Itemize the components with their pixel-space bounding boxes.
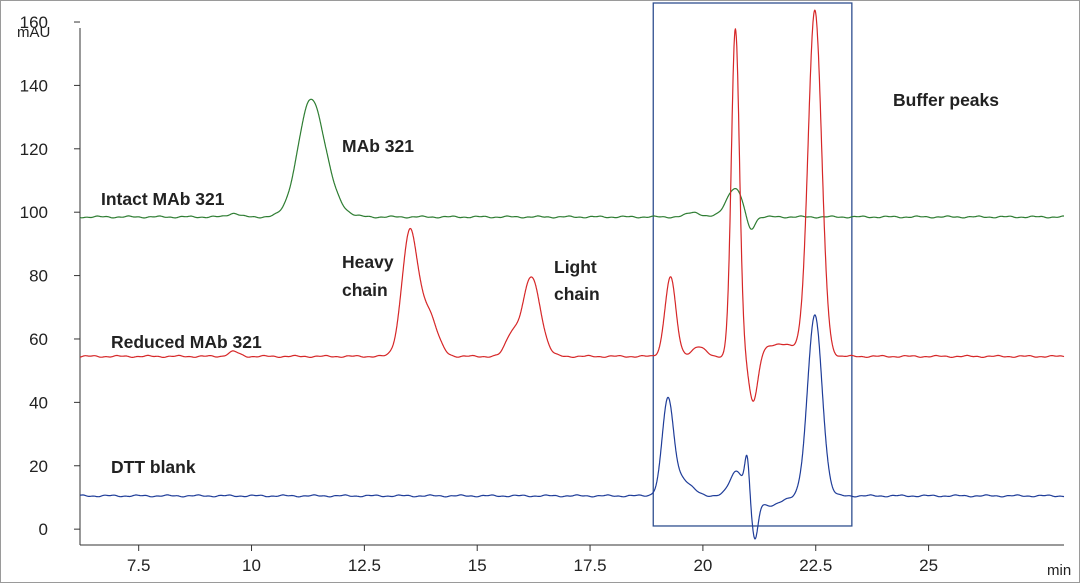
x-axis-unit-label: min	[1047, 562, 1071, 579]
x-tick-label: 22.5	[799, 556, 832, 575]
annotation-light: Light chain	[554, 257, 600, 304]
series-line-2	[79, 9, 1065, 402]
annotation-intact: Intact MAb 321	[101, 189, 225, 209]
annotation-line: Heavy	[342, 252, 394, 272]
series-layer	[79, 9, 1065, 540]
y-tick-label: 20	[29, 457, 48, 476]
annotation-line: chain	[342, 280, 388, 300]
annotation-line: chain	[554, 284, 600, 304]
y-tick-label: 60	[29, 330, 48, 349]
y-axis-ticks: 0 20 40 60 80 100 120 140 160	[20, 13, 80, 539]
x-tick-label: 17.5	[574, 556, 607, 575]
annotation-line: Buffer peaks	[893, 90, 999, 110]
series-line-1	[79, 98, 1065, 230]
x-axis-ticks: 7.5 10 12.5 15 17.5 20 22.5 25	[127, 545, 938, 575]
y-tick-label: 80	[29, 267, 48, 286]
y-tick-label: 0	[39, 520, 48, 539]
y-tick-label: 120	[20, 140, 48, 159]
y-tick-label: 160	[20, 13, 48, 32]
annotation-reduced: Reduced MAb 321	[111, 332, 262, 352]
annotation-layer: MAb 321 Intact MAb 321 Heavy chain Light chai…	[101, 90, 999, 477]
y-tick-label: 100	[20, 203, 48, 222]
x-tick-label: 10	[242, 556, 261, 575]
annotation-mab: MAb 321	[342, 136, 414, 156]
y-tick-label: 40	[29, 393, 48, 412]
series-line-3	[79, 314, 1065, 540]
annotation-heavy: Heavy chain	[342, 252, 394, 300]
annotation-line: Reduced MAb 321	[111, 332, 262, 352]
annotation-line: Intact MAb 321	[101, 189, 225, 209]
annotation-line: Light	[554, 257, 597, 277]
x-tick-label: 25	[919, 556, 938, 575]
buffer-peaks-box	[652, 2, 853, 527]
y-axis-unit-label: mAU	[17, 24, 50, 41]
annotation-dtt: DTT blank	[111, 457, 196, 477]
annotation-buffer: Buffer peaks	[893, 90, 999, 110]
x-tick-label: 20	[693, 556, 712, 575]
y-tick-label: 140	[20, 76, 48, 95]
x-tick-label: 7.5	[127, 556, 151, 575]
annotation-line: MAb 321	[342, 136, 414, 156]
x-tick-label: 15	[468, 556, 487, 575]
annotation-line: DTT blank	[111, 457, 196, 477]
x-tick-label: 12.5	[348, 556, 381, 575]
